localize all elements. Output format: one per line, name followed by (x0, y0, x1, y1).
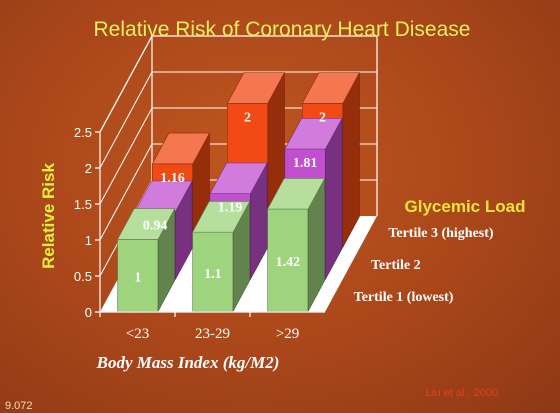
data-label: 1.19 (218, 201, 243, 216)
data-label: 1.16 (160, 171, 185, 186)
y-tick-label: 1.5 (74, 197, 92, 212)
slide-number: 9.072 (5, 400, 33, 412)
chart-title: Relative Risk of Coronary Heart Disease (94, 18, 471, 41)
bar-top-face (117, 208, 176, 240)
x-axis-label: Body Mass Index (kg/M2) (96, 353, 280, 372)
bar-top-face (267, 178, 326, 210)
z-axis-label: Glycemic Load (405, 197, 526, 216)
data-label: 1.1 (204, 267, 222, 282)
chart-bars (117, 72, 360, 312)
data-label: 2 (319, 110, 326, 125)
bar-top-face (284, 118, 343, 150)
bar-top-face (192, 201, 251, 233)
x-tick-label: 23-29 (195, 326, 230, 342)
data-label: 1.81 (293, 156, 318, 171)
data-label: 1 (134, 270, 141, 285)
data-label: 2 (244, 110, 251, 125)
y-tick-label: 2 (85, 161, 92, 176)
gridline (99, 71, 377, 169)
chart-ticks: 0 0.5 1 1.5 2 2.5 <23 23-29 >29 Tertile 1 (lowest… (74, 125, 494, 342)
gridline (99, 35, 377, 133)
series-label: Tertile 2 (371, 258, 421, 273)
bar-top-face (226, 72, 285, 104)
bar-top-face (301, 72, 360, 104)
bar (267, 178, 326, 312)
series-label: Tertile 1 (lowest) (354, 290, 454, 305)
citation: Liu et al., 2000 (426, 387, 498, 399)
y-tick-label: 2.5 (74, 125, 92, 140)
bar (117, 208, 176, 312)
y-axis-label: Relative Risk (39, 163, 58, 269)
y-tick-label: 0 (85, 305, 92, 320)
data-label: 0.94 (143, 219, 168, 234)
y-tick-label: 1 (85, 233, 92, 248)
bar-top-face (151, 132, 210, 165)
chart-data-labels: 1.16 2 2 0.94 1.19 1.81 1 1.1 1.42 (134, 110, 326, 285)
data-label: 1.42 (276, 255, 301, 270)
x-tick-label: >29 (276, 326, 299, 342)
series-label: Tertile 3 (highest) (388, 226, 494, 241)
y-tick-label: 0.5 (74, 269, 92, 284)
bar-top-face (209, 162, 268, 194)
x-tick-label: <23 (126, 326, 149, 342)
bar (192, 201, 251, 312)
